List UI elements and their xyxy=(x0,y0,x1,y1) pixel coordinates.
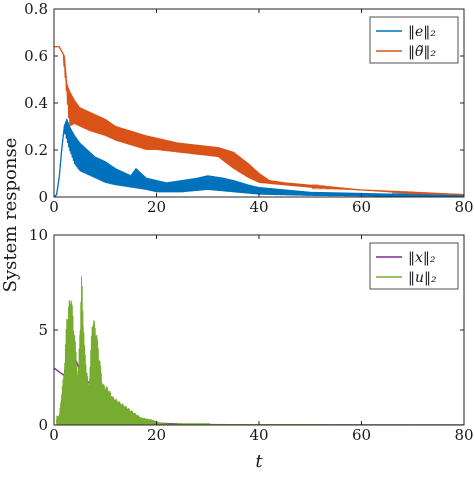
subplot-2: 0 20 40 60 80 0 5 10 t ‖x‖₂ ‖u‖₂ xyxy=(29,226,474,472)
legend-label: ‖θ̃‖₂ xyxy=(408,44,436,60)
series-1-1-envelope xyxy=(54,117,464,197)
x-tick-label: 40 xyxy=(249,198,268,216)
legend-label: ‖e‖₂ xyxy=(408,24,436,40)
y-tick-label: 0.4 xyxy=(24,94,48,112)
x-tick-label: 40 xyxy=(249,426,268,444)
subplot-1: 0 20 40 60 80 0 0.2 0.4 0.6 0.8 ‖e‖₂ ‖θ̃‖₂ xyxy=(24,0,473,216)
series-1-2-envelope xyxy=(54,46,464,196)
legend-label: ‖x‖₂ xyxy=(408,250,436,266)
series-2-2-line xyxy=(56,276,464,425)
y-tick-label: 0.8 xyxy=(24,0,48,18)
x-tick-label: 0 xyxy=(49,198,59,216)
x-tick-label: 80 xyxy=(454,426,473,444)
y-tick-label: 0 xyxy=(38,416,48,434)
x-tick-label: 60 xyxy=(352,426,371,444)
plot-area xyxy=(54,46,464,197)
legend-label: ‖u‖₂ xyxy=(408,270,437,286)
x-axis-label: t xyxy=(255,451,263,472)
x-tick-label: 80 xyxy=(454,198,473,216)
x-tick-label: 60 xyxy=(352,198,371,216)
y-tick-label: 5 xyxy=(38,321,48,339)
x-tick-label: 0 xyxy=(49,426,59,444)
y-tick-label: 10 xyxy=(29,226,48,244)
legend-box xyxy=(369,16,459,64)
y-tick-label: 0 xyxy=(38,188,48,206)
legend-box xyxy=(369,242,459,290)
legend: ‖x‖₂ ‖u‖₂ xyxy=(369,242,459,290)
y-tick-label: 0.6 xyxy=(24,47,48,65)
x-tick-label: 20 xyxy=(147,198,166,216)
legend: ‖e‖₂ ‖θ̃‖₂ xyxy=(369,16,459,64)
shared-y-axis-label: System response xyxy=(0,138,21,293)
plot-area xyxy=(54,276,464,425)
y-tick-label: 0.2 xyxy=(24,141,48,159)
x-tick-label: 20 xyxy=(147,426,166,444)
